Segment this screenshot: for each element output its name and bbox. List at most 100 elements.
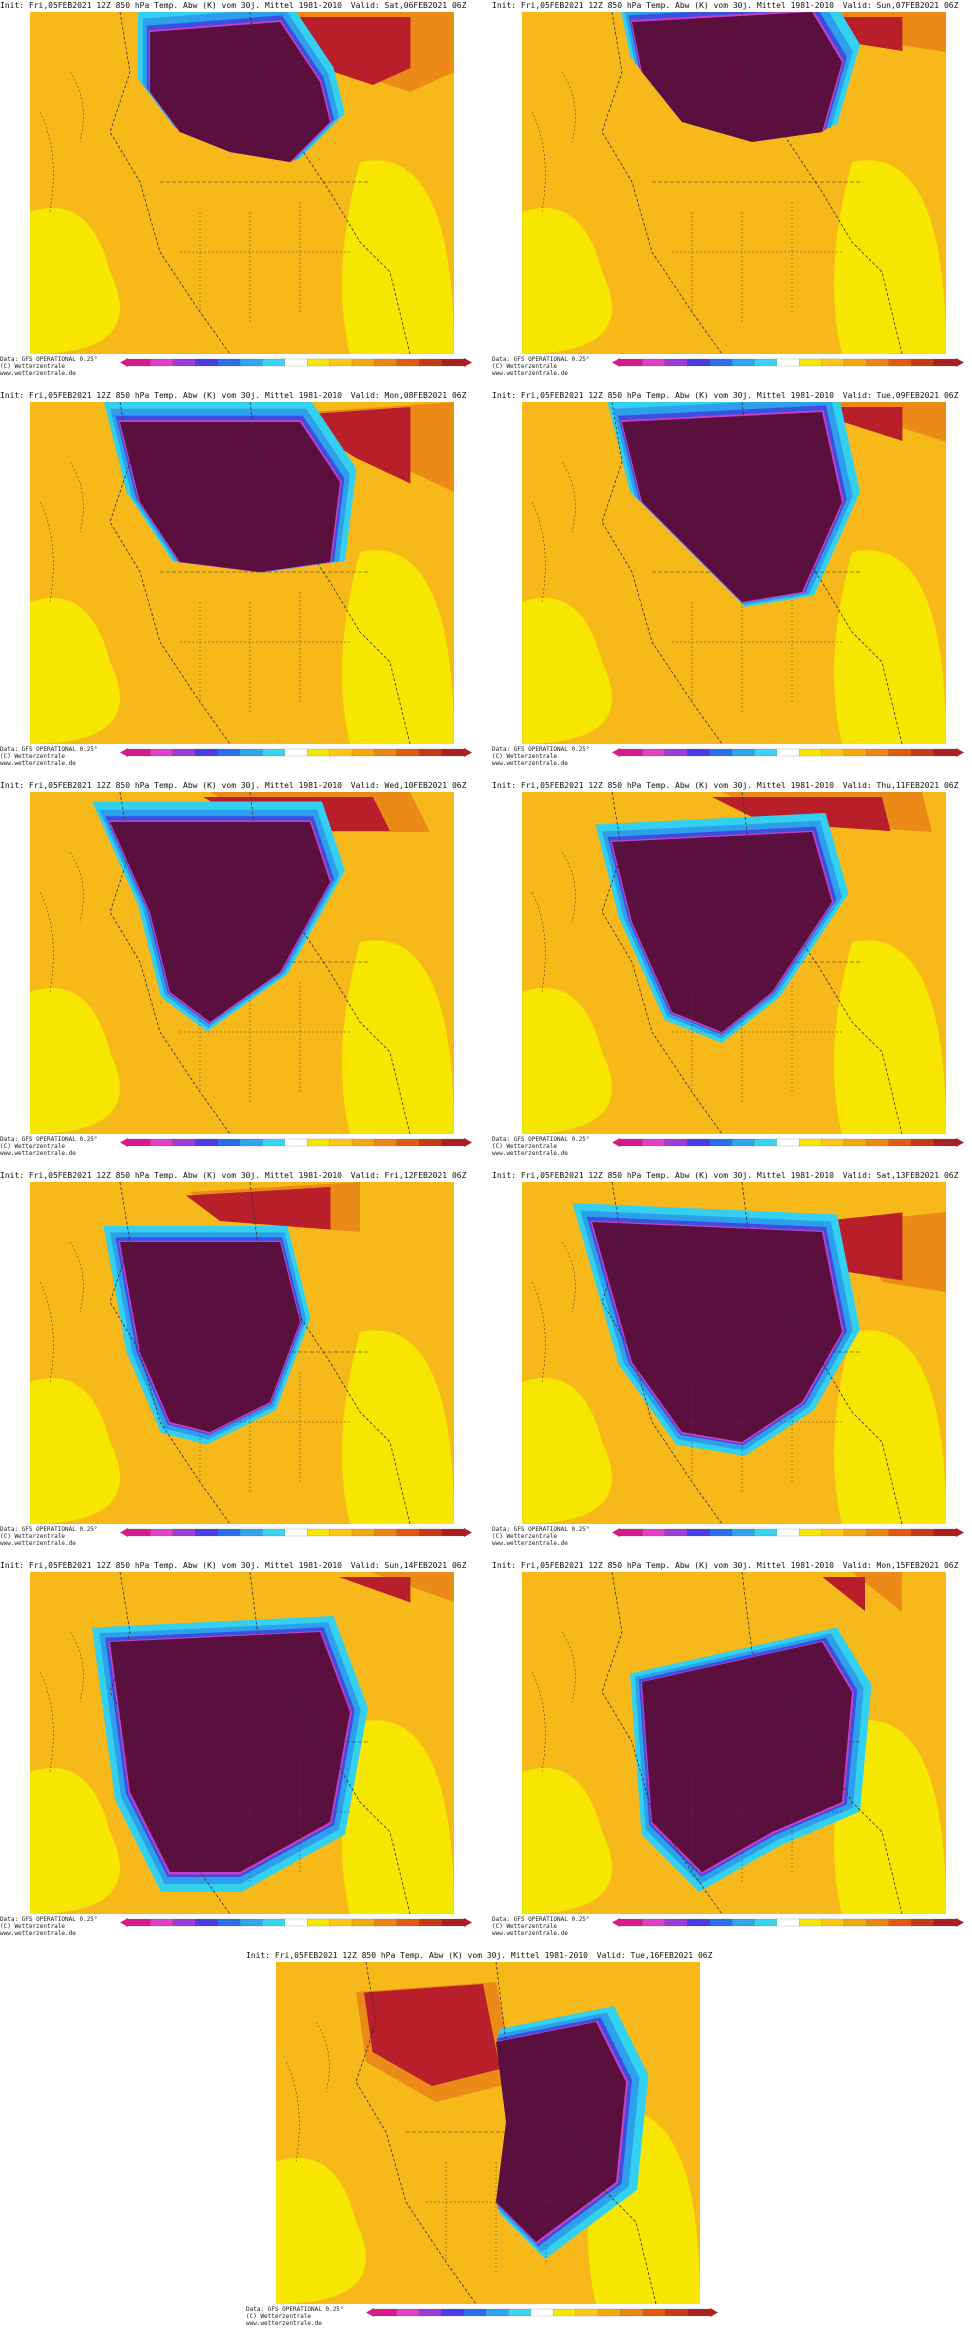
colorbar (612, 1528, 964, 1537)
colorbar-warm-arrow (956, 1918, 964, 1927)
anomaly-slightly-warm-area (522, 1378, 612, 1524)
panel-footer: Data: GFS OPERATIONAL 0.25° (C) Wetterze… (492, 746, 972, 780)
colorbar-swatch (597, 2308, 621, 2317)
colorbar-swatch (217, 748, 241, 757)
colorbar-swatch (172, 358, 196, 367)
colorbar-swatch (709, 1918, 733, 1927)
colorbar-warm-arrow (956, 748, 964, 757)
colorbar-swatch (172, 1918, 196, 1927)
anomaly-extreme-cold-area (496, 2022, 626, 2242)
forecast-panel: Init: Fri,05FEB2021 12Z 850 hPa Temp. Ab… (246, 1950, 726, 2340)
colorbar-swatch (843, 1138, 867, 1147)
colorbar-swatch (150, 1528, 174, 1537)
panel-header-init: Init: Fri,05FEB2021 12Z 850 hPa Temp. Ab… (492, 1, 834, 10)
colorbar-swatch (866, 748, 890, 757)
colorbar-swatch (575, 2308, 599, 2317)
copyright-line: (C) Wetterzentrale (492, 363, 558, 370)
colorbar-swatch (665, 2308, 689, 2317)
panel-header-init: Init: Fri,05FEB2021 12Z 850 hPa Temp. Ab… (0, 1561, 342, 1570)
colorbar-swatch (866, 1918, 890, 1927)
panel-footer: Data: GFS OPERATIONAL 0.25° (C) Wetterze… (492, 1526, 972, 1560)
colorbar-swatch (799, 1138, 823, 1147)
colorbar-cold-arrow (612, 1528, 620, 1537)
credits: Data: GFS OPERATIONAL 0.25° (C) Wetterze… (492, 1526, 590, 1547)
colorbar-swatch (239, 1138, 263, 1147)
anomaly-extreme-cold-area (612, 832, 832, 1032)
colorbar-swatch (150, 1918, 174, 1927)
colorbar-swatch (351, 1528, 375, 1537)
colorbar-swatch (821, 1918, 845, 1927)
panel-header: Init: Fri,05FEB2021 12Z 850 hPa Temp. Ab… (492, 780, 972, 792)
colorbar-swatch (307, 1918, 331, 1927)
colorbar-swatch (127, 358, 151, 367)
colorbar-swatch (687, 748, 711, 757)
colorbar (120, 1138, 472, 1147)
temperature-anomaly-map (30, 402, 454, 744)
panel-header-valid: Valid: Mon,08FEB2021 06Z (350, 391, 467, 400)
colorbar-swatch (441, 2308, 465, 2317)
state-borders (180, 1762, 350, 1882)
colorbar-warm-arrow (956, 1138, 964, 1147)
colorbar-swatch (821, 748, 845, 757)
isoline (531, 1241, 576, 1383)
colorbar-swatch (799, 1528, 823, 1537)
colorbar-swatch (396, 748, 420, 757)
colorbar-swatch (843, 1528, 867, 1537)
forecast-panel: Init: Fri,05FEB2021 12Z 850 hPa Temp. Ab… (0, 0, 480, 390)
isoline (39, 461, 84, 603)
copyright-line: (C) Wetterzentrale (0, 1143, 66, 1150)
colorbar-swatch (374, 1528, 398, 1537)
anomaly-extreme-warm-area (364, 1984, 500, 2086)
panel-footer: Data: GFS OPERATIONAL 0.25° (C) Wetterze… (492, 1916, 972, 1950)
colorbar-warm-arrow (956, 1528, 964, 1537)
colorbar-swatch (284, 748, 308, 757)
colorbar-warm-arrow (464, 1918, 472, 1927)
colorbar-swatch (642, 1138, 666, 1147)
anomaly-extreme-warm-area (822, 1577, 865, 1611)
colorbar (612, 358, 964, 367)
copyright-line: (C) Wetterzentrale (492, 1533, 558, 1540)
colorbar-swatch (776, 748, 800, 757)
colorbar-warm-arrow (464, 748, 472, 757)
colorbar (612, 1138, 964, 1147)
copyright-line: (C) Wetterzentrale (492, 1143, 558, 1150)
colorbar-swatch (172, 748, 196, 757)
panel-header: Init: Fri,05FEB2021 12Z 850 hPa Temp. Ab… (0, 1560, 480, 1572)
forecast-panel: Init: Fri,05FEB2021 12Z 850 hPa Temp. Ab… (492, 1560, 972, 1950)
colorbar-swatch (709, 1138, 733, 1147)
colorbar-warm-arrow (956, 358, 964, 367)
anomaly-extreme-cold-area (622, 412, 842, 602)
colorbar-swatch (619, 358, 643, 367)
colorbar (366, 2308, 718, 2317)
data-source-line: Data: GFS OPERATIONAL 0.25° (0, 356, 98, 363)
url-line: www.wetterzentrale.de (492, 1540, 568, 1547)
colorbar-swatch (642, 748, 666, 757)
colorbar-swatch (441, 748, 465, 757)
colorbar (120, 1918, 472, 1927)
colorbar-swatch (799, 1918, 823, 1927)
colorbar (120, 1528, 472, 1537)
coastline (741, 792, 903, 1134)
colorbar-swatch (821, 1528, 845, 1537)
colorbar-swatch (239, 748, 263, 757)
colorbar-swatch (195, 748, 219, 757)
panel-header-init: Init: Fri,05FEB2021 12Z 850 hPa Temp. Ab… (492, 1171, 834, 1180)
panel-footer: Data: GFS OPERATIONAL 0.25° (C) Wetterze… (0, 356, 480, 390)
temperature-anomaly-map (522, 1572, 946, 1914)
coastline (109, 1572, 231, 1914)
colorbar-swatch (373, 2308, 397, 2317)
colorbar-swatch (821, 1138, 845, 1147)
colorbar-swatch (754, 1918, 778, 1927)
colorbar-swatch (821, 358, 845, 367)
credits: Data: GFS OPERATIONAL 0.25° (C) Wetterze… (0, 1136, 98, 1157)
colorbar-swatch (888, 1138, 912, 1147)
coastline (249, 1182, 411, 1524)
url-line: www.wetterzentrale.de (246, 2320, 322, 2327)
colorbar-swatch (441, 1918, 465, 1927)
colorbar-swatch (687, 2308, 711, 2317)
panel-header: Init: Fri,05FEB2021 12Z 850 hPa Temp. Ab… (492, 390, 972, 402)
colorbar-swatch (530, 2308, 554, 2317)
panel-header: Init: Fri,05FEB2021 12Z 850 hPa Temp. Ab… (492, 1170, 972, 1182)
coastline (355, 1962, 477, 2304)
colorbar-swatch (374, 1138, 398, 1147)
